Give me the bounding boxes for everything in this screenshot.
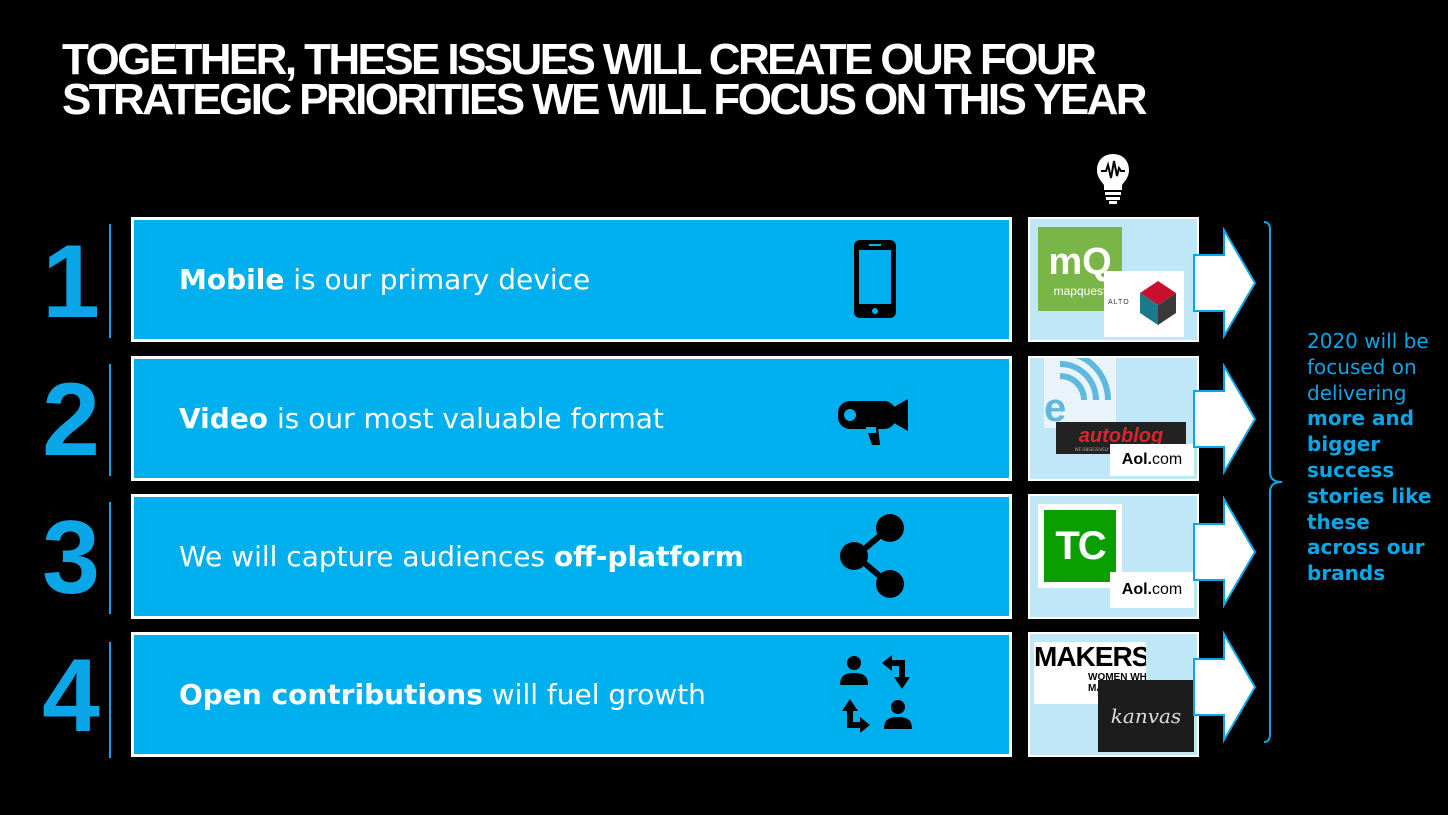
priority-number-4: 4 (42, 638, 100, 754)
priority-number-1: 1 (42, 224, 100, 340)
smartphone-icon (854, 240, 896, 318)
priority-bar-1: Mobile is our primary device (131, 217, 1012, 342)
signal-waves-icon (1059, 358, 1111, 401)
video-camera-icon (838, 399, 908, 445)
priority-number-3: 3 (42, 500, 100, 616)
kanvas-logo: kanvas (1098, 680, 1194, 752)
aol-logo: Aol. com (1110, 572, 1194, 608)
arrow-right-icon (1193, 496, 1257, 608)
brand-logos-2: e autoblog WE OBSESSIVELY COVER THE AUTO… (1028, 356, 1199, 481)
priority-text-1: Mobile is our primary device (179, 263, 591, 296)
priority-bar-4: Open contributions will fuel growth (131, 632, 1012, 757)
priority-bar-2: Video is our most valuable format (131, 356, 1012, 481)
alto-logo: ALTO (1104, 271, 1184, 337)
priority-text-3: We will capture audiences off-platform (179, 540, 744, 573)
user-exchange-icon (840, 655, 912, 733)
row-divider (109, 364, 111, 476)
curly-brace (1263, 221, 1283, 743)
arrow-right-icon (1193, 227, 1257, 339)
priority-number-2: 2 (42, 362, 100, 478)
row-divider (109, 224, 111, 338)
techcrunch-logo: TC (1038, 504, 1122, 588)
side-note: 2020 will be focused on delivering more … (1307, 329, 1432, 586)
lightbulb-icon (1097, 154, 1129, 204)
row-divider (109, 642, 111, 758)
aol-logo: Aol. com (1110, 444, 1194, 476)
priority-bar-3: We will capture audiences off-platform (131, 494, 1012, 619)
priority-text-2: Video is our most valuable format (179, 402, 664, 435)
engadget-logo: e (1044, 358, 1116, 428)
page-title: TOGETHER, THESE ISSUES WILL CREATE OUR F… (62, 35, 1148, 124)
arrow-right-icon (1193, 363, 1257, 475)
row-divider (109, 502, 111, 614)
alto-mark-icon (1140, 281, 1176, 325)
share-icon (840, 514, 904, 598)
brand-logos-4: MAKERS WOMEN WHO MAKE AMERICA kanvas (1028, 632, 1199, 757)
brand-logos-1: mQ mapquest ALTO (1028, 217, 1199, 342)
arrow-right-icon (1193, 631, 1257, 743)
priority-text-4: Open contributions will fuel growth (179, 678, 706, 711)
brand-logos-3: TC Aol. com (1028, 494, 1199, 619)
